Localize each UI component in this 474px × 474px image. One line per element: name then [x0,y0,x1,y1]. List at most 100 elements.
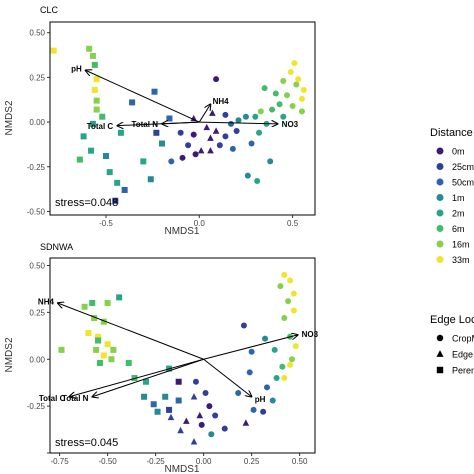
data-point [166,406,173,413]
legend-key [436,256,444,263]
data-point [244,172,251,179]
data-point [207,134,214,141]
data-point [212,127,220,134]
vector-arrow [199,122,277,124]
data-point [285,298,292,305]
data-point [256,129,263,136]
data-point [233,128,240,135]
data-point [221,425,228,432]
data-point [287,69,294,76]
data-point [228,120,235,127]
stress-annotation: stress=0.045 [55,437,118,449]
data-point [177,426,184,434]
legend-key [436,209,444,217]
data-point [271,346,278,353]
data-point [196,411,204,419]
data-point [207,147,214,154]
panel-title: SDNWA [40,242,73,252]
legend-label: Peren [452,366,474,376]
data-point [280,113,287,120]
scatter-marks [58,271,299,445]
data-point [203,123,211,131]
legend-title: Distance [430,127,473,139]
edge-location-legend: Edge Loc CropM Edge Peren [430,314,474,376]
vector-label: Total C [39,394,66,403]
data-point [198,421,205,428]
data-point [141,393,148,400]
data-point [262,335,269,342]
x-tick-label: -0.75 [50,457,69,466]
legend-key [436,366,444,374]
data-point [242,113,249,120]
data-point [50,47,57,54]
y-tick-label: 0.25 [29,308,45,317]
legend-label: 0m [452,147,465,157]
data-point [192,378,199,385]
data-point [293,81,300,88]
data-point [100,352,107,359]
data-point [185,142,192,149]
data-point [116,294,123,301]
data-point [106,169,113,176]
data-point [183,417,190,424]
data-point [279,363,286,370]
data-point [110,346,117,353]
data-point [269,397,276,404]
data-point [153,129,160,136]
data-point [295,76,302,83]
data-point [208,431,215,438]
vector-arrow [203,335,298,360]
vector-label: NH4 [213,97,230,106]
data-point [235,117,242,124]
y-tick-label: 0.25 [29,73,45,82]
x-tick-label: 0.50 [292,457,308,466]
data-point [246,369,253,376]
vector-arrow [85,70,200,123]
y-axis-ticks: -0.50 -0.25 0.00 0.25 0.50 [27,29,50,216]
scatter-marks [50,45,307,204]
environmental-vectors: pH Total C Total N NH4 NO3 [71,65,299,131]
data-point [197,147,205,154]
vector-arrow [69,358,204,397]
data-point [290,307,297,314]
data-point [93,76,100,83]
data-point [175,397,182,404]
x-tick-label: -0.5 [99,219,113,228]
x-tick-label: 0.5 [287,219,299,228]
legend-label: 2m [452,209,465,219]
stress-annotation: stress=0.048 [55,197,118,209]
data-point [93,97,100,104]
data-point [131,375,138,381]
legend-label: Edge [452,350,473,360]
data-point [250,406,257,413]
legend-label: 16m [452,240,470,250]
vector-label: Total N [62,394,89,403]
data-point [267,158,274,165]
data-point [281,375,288,381]
legend-key [436,147,444,155]
x-tick-label: -0.50 [98,457,117,466]
data-point [76,156,83,163]
x-tick-label: 0.00 [196,457,212,466]
data-point [151,88,158,95]
x-axis-label: NMDS1 [164,464,199,474]
vector-arrow [198,104,210,123]
data-point [168,158,175,165]
data-point [298,95,305,102]
data-point [175,378,182,385]
data-point [147,176,154,183]
x-tick-label: 0.0 [194,219,206,228]
panel-title: CLC [40,5,59,15]
data-point [104,300,111,306]
data-point [95,337,102,344]
data-point [96,360,103,366]
data-point [206,403,213,410]
vector-arrow [162,122,200,124]
data-point [252,113,259,120]
data-point [154,408,161,415]
data-point [273,375,280,381]
data-point [280,77,287,84]
data-point [91,61,98,68]
data-point [158,140,165,147]
data-point [272,90,279,97]
